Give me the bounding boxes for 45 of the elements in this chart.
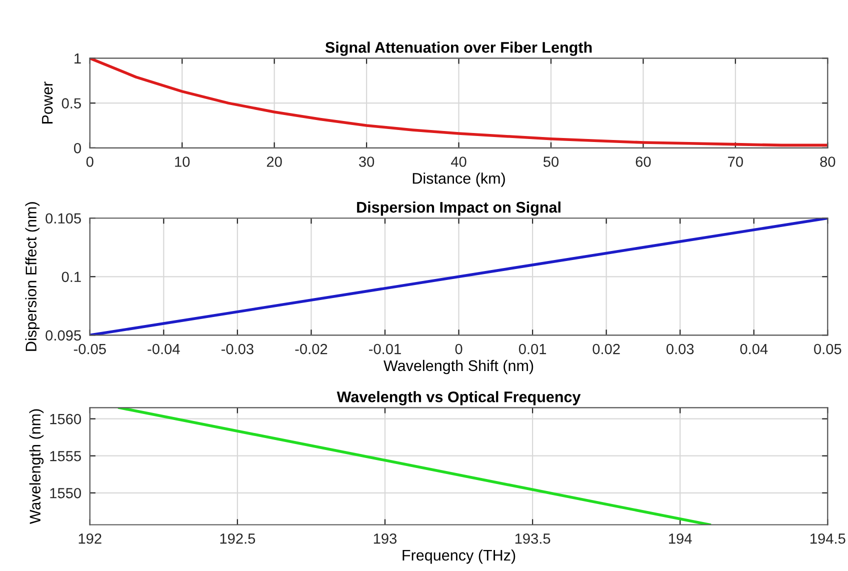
x-tick-label: 0 bbox=[455, 344, 462, 354]
x-tick-label: 192 bbox=[78, 533, 102, 544]
x-tick-label: -0.05 bbox=[74, 344, 106, 354]
y-axis-title: Dispersion Effect (nm) bbox=[25, 202, 40, 351]
x-tick-label: -0.01 bbox=[369, 344, 401, 354]
x-tick-label: -0.04 bbox=[148, 344, 180, 354]
chart-title: Signal Attenuation over Fiber Length bbox=[325, 42, 592, 56]
x-axis-title: Wavelength Shift (nm) bbox=[384, 360, 534, 374]
y-axis-title: Power bbox=[42, 82, 53, 124]
y-tick-label: 1 bbox=[74, 53, 81, 64]
x-axis-title: Distance (km) bbox=[412, 172, 505, 187]
x-tick-label: 10 bbox=[175, 156, 190, 167]
x-tick-label: 0.05 bbox=[814, 344, 842, 354]
y-tick-label: 1560 bbox=[50, 414, 81, 424]
x-tick-label: 194 bbox=[669, 533, 692, 544]
y-tick-label: 0.1 bbox=[62, 272, 81, 282]
x-tick-label: 50 bbox=[543, 156, 559, 167]
y-tick-label: 0.095 bbox=[46, 330, 81, 341]
y-tick-label: 1555 bbox=[50, 451, 81, 462]
x-tick-label: 80 bbox=[820, 156, 836, 167]
x-tick-label: 193.5 bbox=[515, 533, 550, 544]
x-tick-label: 70 bbox=[728, 156, 743, 167]
x-tick-label: 194.5 bbox=[810, 533, 846, 544]
x-tick-label: 0.02 bbox=[592, 344, 620, 354]
x-tick-label: 193 bbox=[374, 533, 397, 544]
x-tick-label: 20 bbox=[266, 156, 282, 167]
y-tick-label: 1550 bbox=[50, 488, 81, 498]
chart-title: Dispersion Impact on Signal bbox=[357, 201, 560, 216]
chart-title: Wavelength vs Optical Frequency bbox=[336, 391, 581, 406]
line-series bbox=[90, 58, 828, 147]
x-tick-label: 30 bbox=[358, 156, 374, 167]
y-tick-label: 0.5 bbox=[62, 98, 81, 108]
x-tick-label: 0 bbox=[86, 156, 94, 167]
x-tick-label: 0.01 bbox=[518, 344, 546, 354]
x-tick-label: -0.02 bbox=[295, 344, 328, 354]
x-axis-title: Frequency (THz) bbox=[402, 549, 516, 564]
x-tick-label: -0.03 bbox=[221, 344, 254, 354]
y-tick-label: 0 bbox=[74, 142, 81, 154]
x-tick-label: 0.03 bbox=[666, 344, 694, 354]
y-axis-title: Wavelength (nm) bbox=[29, 409, 44, 524]
x-tick-label: 192.5 bbox=[220, 533, 256, 544]
x-tick-label: 40 bbox=[450, 156, 466, 167]
x-tick-label: 0.04 bbox=[740, 344, 768, 354]
y-tick-label: 0.105 bbox=[46, 213, 81, 224]
x-tick-label: 60 bbox=[636, 156, 651, 167]
